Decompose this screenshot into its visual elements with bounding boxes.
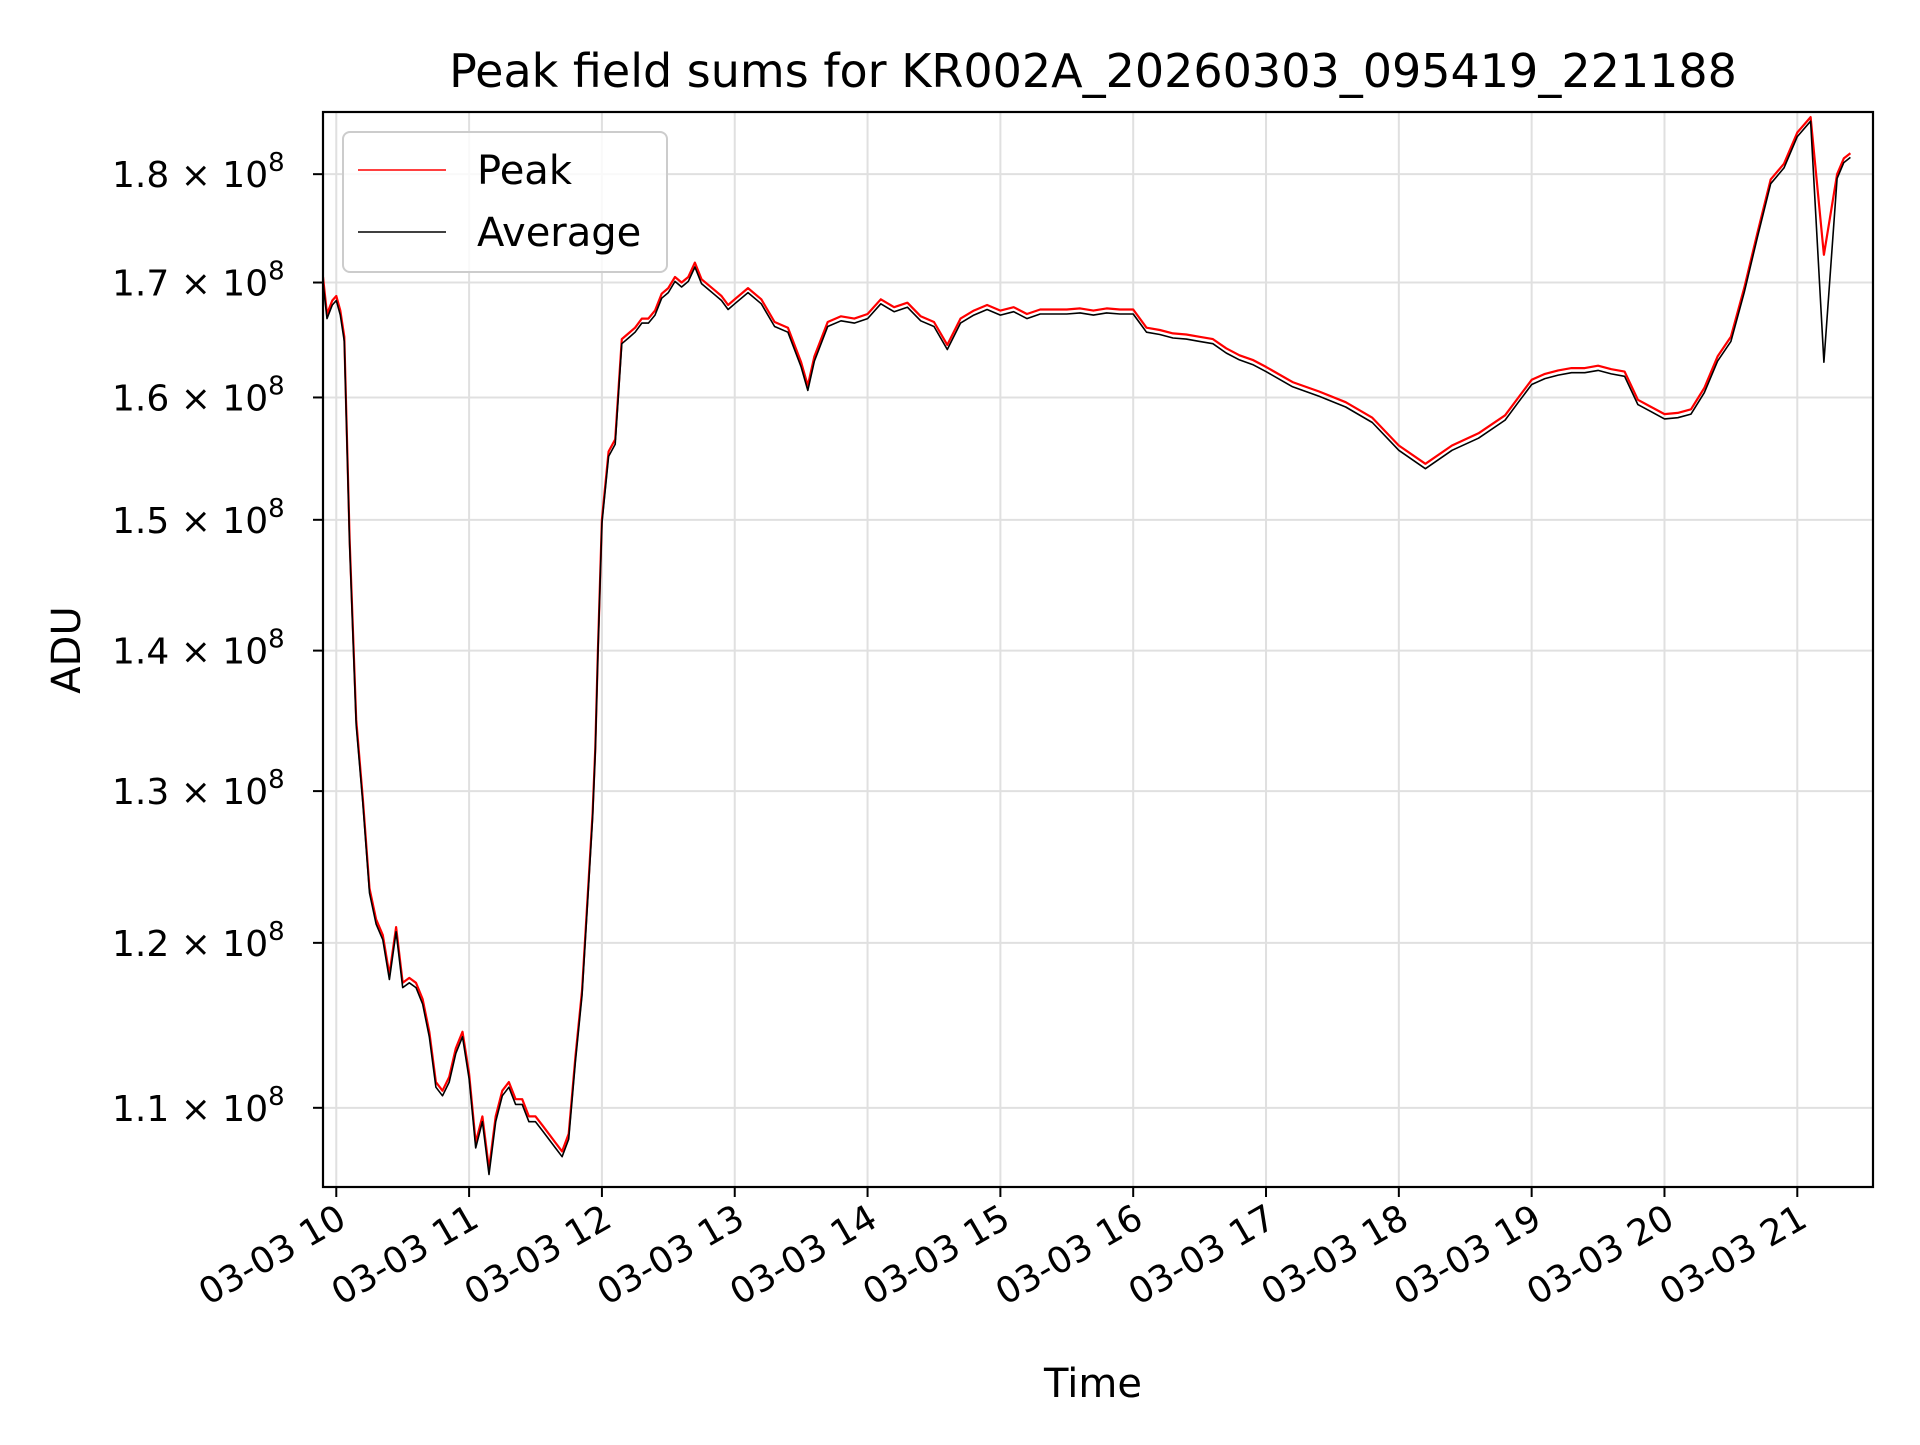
legend: Peak Average — [342, 131, 668, 273]
series-line-average — [323, 120, 1851, 1176]
y-tick-label-3: 1.4 × 108 — [112, 625, 285, 673]
y-tick-label-1: 1.2 × 108 — [112, 917, 285, 965]
legend-box — [342, 131, 668, 273]
axes-frame — [321, 110, 1875, 1189]
y-tick-label-6: 1.7 × 108 — [112, 257, 285, 305]
y-axis-label: ADU — [44, 606, 90, 693]
y-tick-label-2: 1.3 × 108 — [112, 765, 285, 813]
y-tick-label-5: 1.6 × 108 — [112, 371, 285, 419]
legend-label-average: Average — [477, 210, 641, 256]
grid-lines — [323, 112, 1873, 1187]
y-tick-label-0: 1.1 × 108 — [112, 1082, 285, 1130]
plot-area — [323, 115, 1852, 1176]
y-tick-label-7: 1.8 × 108 — [112, 148, 285, 196]
y-tick-label-4: 1.5 × 108 — [112, 494, 285, 542]
chart-title: Peak field sums for KR002A_20260303_0954… — [449, 44, 1737, 98]
legend-label-peak: Peak — [477, 148, 573, 194]
x-axis-label: Time — [1043, 1361, 1142, 1407]
